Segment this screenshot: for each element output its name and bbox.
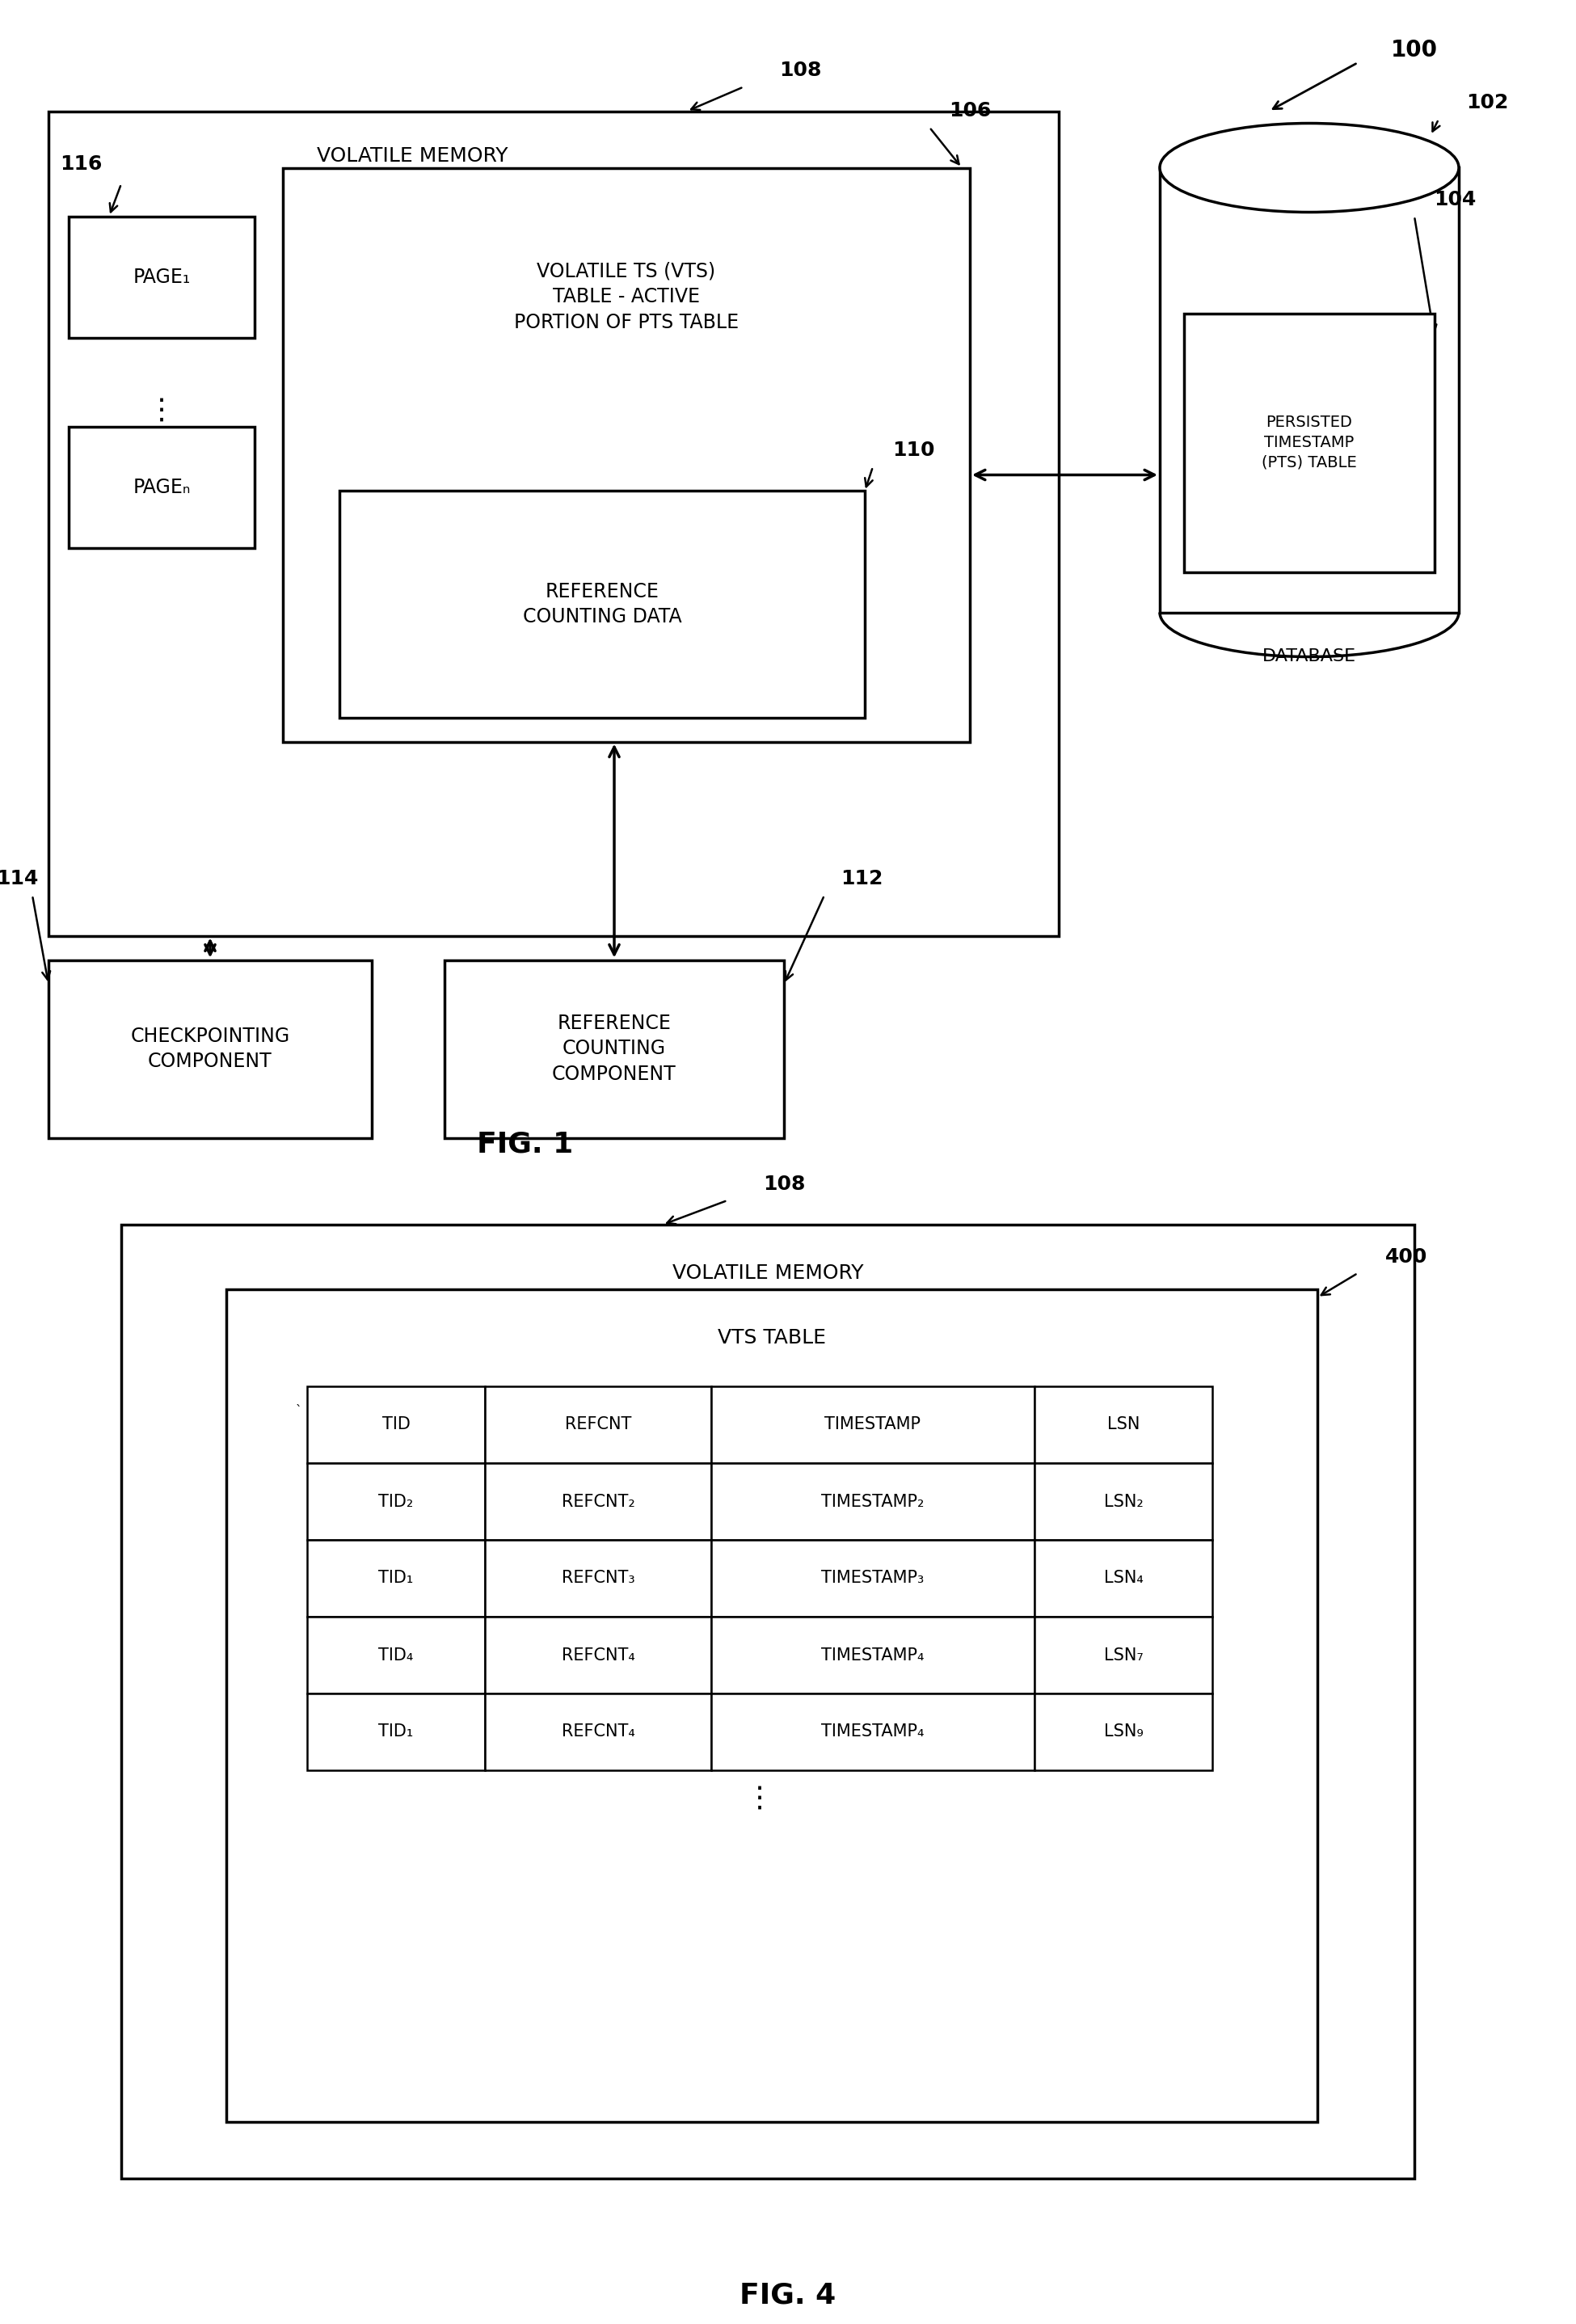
Text: LSN₄: LSN₄ — [1103, 1571, 1143, 1587]
Text: 108: 108 — [779, 60, 821, 81]
Ellipse shape — [1160, 123, 1459, 211]
Text: TID₄: TID₄ — [378, 1648, 413, 1664]
Text: VOLATILE MEMORY: VOLATILE MEMORY — [317, 146, 507, 165]
Text: PAGEₙ: PAGEₙ — [132, 476, 191, 497]
FancyBboxPatch shape — [339, 490, 865, 718]
FancyBboxPatch shape — [711, 1541, 1034, 1618]
FancyBboxPatch shape — [485, 1464, 711, 1541]
Text: 112: 112 — [840, 869, 883, 888]
Text: REFERENCE
COUNTING DATA: REFERENCE COUNTING DATA — [523, 581, 681, 627]
Text: DATABASE: DATABASE — [1262, 648, 1357, 665]
FancyBboxPatch shape — [485, 1541, 711, 1618]
Text: REFCNT₃: REFCNT₃ — [561, 1571, 635, 1587]
Text: CHECKPOINTING
COMPONENT: CHECKPOINTING COMPONENT — [131, 1027, 290, 1071]
FancyBboxPatch shape — [1034, 1541, 1212, 1618]
FancyBboxPatch shape — [307, 1387, 485, 1464]
Text: TIMESTAMP₄: TIMESTAMP₄ — [821, 1648, 925, 1664]
Bar — [1163, 156, 1455, 172]
Text: ⋮: ⋮ — [745, 1785, 774, 1813]
FancyBboxPatch shape — [282, 167, 969, 741]
FancyBboxPatch shape — [307, 1541, 485, 1618]
Text: ⋮: ⋮ — [147, 397, 177, 423]
Text: 116: 116 — [60, 153, 102, 174]
Text: TID: TID — [381, 1418, 410, 1434]
Text: REFCNT₂: REFCNT₂ — [561, 1494, 635, 1511]
FancyBboxPatch shape — [1184, 314, 1434, 572]
Text: PERSISTED
TIMESTAMP
(PTS) TABLE: PERSISTED TIMESTAMP (PTS) TABLE — [1262, 414, 1357, 469]
FancyBboxPatch shape — [711, 1464, 1034, 1541]
Text: 400: 400 — [1385, 1248, 1428, 1267]
Bar — [1160, 167, 1459, 611]
Text: LSN₂: LSN₂ — [1103, 1494, 1143, 1511]
Text: TIMESTAMP₄: TIMESTAMP₄ — [821, 1724, 925, 1741]
Text: TIMESTAMP₃: TIMESTAMP₃ — [821, 1571, 924, 1587]
Text: 108: 108 — [763, 1174, 805, 1195]
FancyBboxPatch shape — [711, 1694, 1034, 1771]
FancyBboxPatch shape — [307, 1618, 485, 1694]
Text: VOLATILE TS (VTS)
TABLE - ACTIVE
PORTION OF PTS TABLE: VOLATILE TS (VTS) TABLE - ACTIVE PORTION… — [514, 263, 739, 332]
FancyBboxPatch shape — [711, 1387, 1034, 1464]
Text: FIG. 4: FIG. 4 — [739, 2282, 837, 2310]
Text: TIMESTAMP: TIMESTAMP — [824, 1418, 920, 1434]
Text: PAGE₁: PAGE₁ — [132, 267, 191, 286]
Text: 106: 106 — [949, 102, 991, 121]
Text: 102: 102 — [1466, 93, 1508, 114]
Text: TID₁: TID₁ — [378, 1571, 413, 1587]
Text: TID₁: TID₁ — [378, 1724, 413, 1741]
FancyBboxPatch shape — [49, 112, 1059, 937]
FancyBboxPatch shape — [121, 1225, 1414, 2178]
Text: REFERENCE
COUNTING
COMPONENT: REFERENCE COUNTING COMPONENT — [552, 1013, 676, 1083]
FancyBboxPatch shape — [49, 960, 372, 1139]
Text: VTS TABLE: VTS TABLE — [717, 1327, 826, 1348]
FancyBboxPatch shape — [485, 1618, 711, 1694]
Text: REFCNT: REFCNT — [564, 1418, 632, 1434]
FancyBboxPatch shape — [307, 1694, 485, 1771]
Text: VOLATILE MEMORY: VOLATILE MEMORY — [673, 1264, 864, 1283]
FancyBboxPatch shape — [1034, 1618, 1212, 1694]
Text: REFCNT₄: REFCNT₄ — [561, 1648, 635, 1664]
Text: 110: 110 — [892, 442, 935, 460]
Text: 114: 114 — [0, 869, 38, 888]
Text: TIMESTAMP₂: TIMESTAMP₂ — [821, 1494, 925, 1511]
Text: REFCNT₄: REFCNT₄ — [561, 1724, 635, 1741]
FancyBboxPatch shape — [1034, 1694, 1212, 1771]
Text: LSN: LSN — [1106, 1418, 1139, 1434]
Text: `: ` — [296, 1404, 303, 1418]
FancyBboxPatch shape — [69, 425, 255, 548]
Text: TID₂: TID₂ — [378, 1494, 413, 1511]
Text: LSN₉: LSN₉ — [1103, 1724, 1143, 1741]
FancyBboxPatch shape — [307, 1464, 485, 1541]
FancyBboxPatch shape — [444, 960, 783, 1139]
Text: 104: 104 — [1434, 191, 1477, 209]
Text: FIG. 1: FIG. 1 — [478, 1129, 574, 1157]
Text: 100: 100 — [1392, 40, 1437, 63]
FancyBboxPatch shape — [227, 1290, 1318, 2122]
FancyBboxPatch shape — [485, 1387, 711, 1464]
FancyBboxPatch shape — [1034, 1387, 1212, 1464]
FancyBboxPatch shape — [1034, 1464, 1212, 1541]
Text: LSN₇: LSN₇ — [1103, 1648, 1143, 1664]
FancyBboxPatch shape — [711, 1618, 1034, 1694]
FancyBboxPatch shape — [69, 216, 255, 337]
FancyBboxPatch shape — [485, 1694, 711, 1771]
